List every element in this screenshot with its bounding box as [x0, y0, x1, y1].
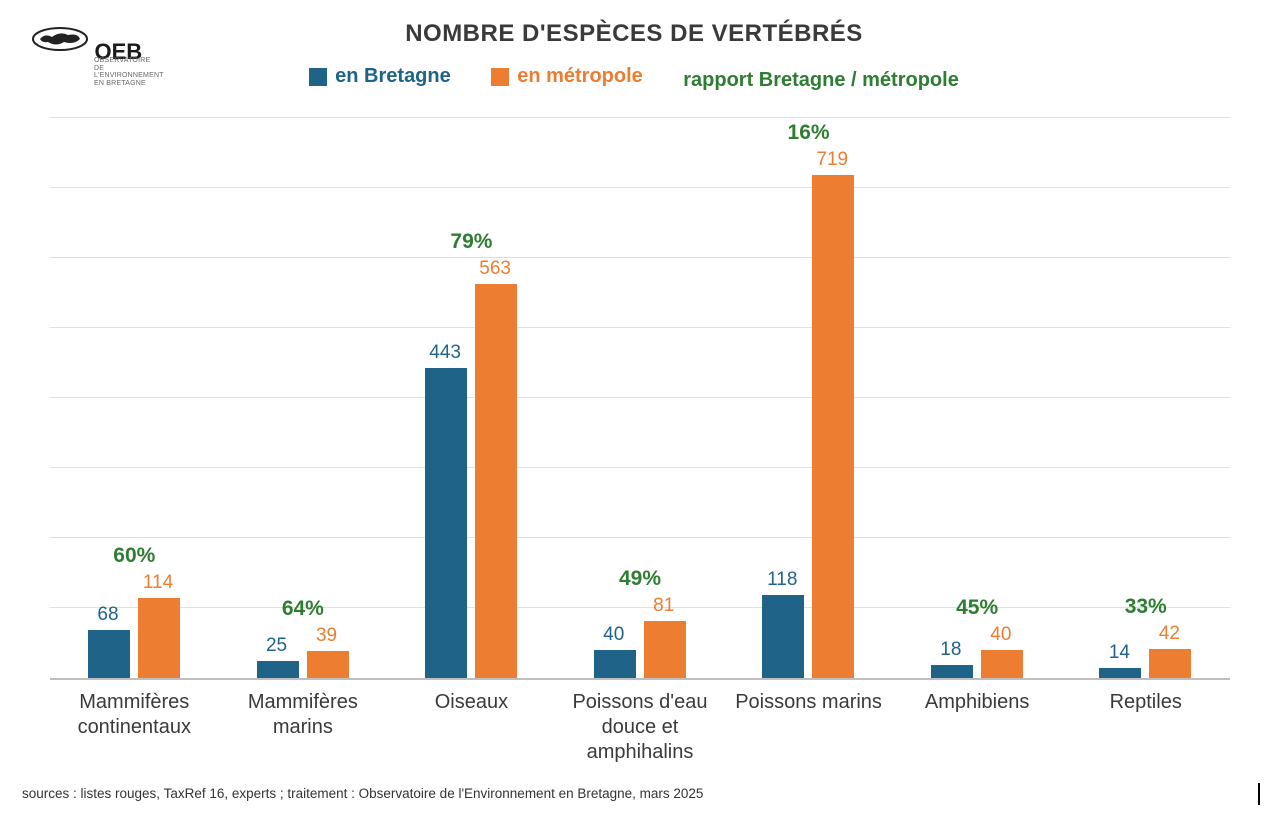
value-label-bretagne: 443	[415, 342, 475, 364]
value-label-metropole: 719	[802, 149, 862, 171]
bar-metropole	[138, 598, 180, 678]
bar-bretagne	[1099, 668, 1141, 678]
legend-item-bretagne: en Bretagne	[309, 65, 451, 88]
bar-group: 1442 33%	[1061, 120, 1230, 678]
bar-bretagne	[762, 595, 804, 678]
legend-label-ratio: rapport Bretagne / métropole	[683, 69, 959, 92]
bar-metropole	[981, 650, 1023, 678]
bar-metropole	[1149, 649, 1191, 678]
chart-title: NOMBRE D'ESPÈCES DE VERTÉBRÉS	[0, 20, 1268, 48]
ratio-label: 60%	[50, 544, 219, 568]
value-label-bretagne: 14	[1089, 642, 1149, 664]
x-axis-label: Poissons d'eau douce et amphihalins	[556, 690, 725, 765]
legend-label-bretagne: en Bretagne	[335, 65, 451, 88]
bar-group: 118 719 16%	[724, 120, 893, 678]
bar-group: 184045%	[893, 120, 1062, 678]
ratio-label: 79%	[387, 230, 556, 254]
logo-subtitle-1: OBSERVATOIRE	[94, 57, 164, 65]
ratio-label: 16%	[724, 121, 893, 145]
legend-label-metropole: en métropole	[517, 65, 643, 88]
value-label-metropole: 81	[634, 595, 694, 617]
bar-group: 443 563 79%	[387, 120, 556, 678]
x-axis-label: Poissons marins	[724, 690, 893, 715]
bar-bretagne	[931, 665, 973, 678]
ratio-label: 64%	[219, 597, 388, 621]
bar-group: 68 114 60%	[50, 120, 219, 678]
value-label-bretagne: 40	[584, 624, 644, 646]
x-axis-label: Mammifères continentaux	[50, 690, 219, 740]
value-label-metropole: 114	[128, 572, 188, 594]
x-axis-label: Oiseaux	[387, 690, 556, 715]
text-cursor	[1258, 783, 1260, 805]
chart-plot-area: 68 114 60%253964% 443 563 79% 40 81 49% 118 719 16%…	[50, 120, 1230, 680]
ratio-label: 45%	[893, 596, 1062, 620]
value-label-metropole: 563	[465, 258, 525, 280]
bar-bretagne	[425, 368, 467, 678]
bar-metropole	[307, 651, 349, 678]
bar-metropole	[812, 175, 854, 678]
value-label-metropole: 40	[971, 624, 1031, 646]
legend-item-metropole: en métropole	[491, 65, 643, 88]
x-axis-label: Mammifères marins	[219, 690, 388, 740]
value-label-metropole: 39	[297, 625, 357, 647]
bar-group: 40 81 49%	[556, 120, 725, 678]
legend: en Bretagne en métropole rapport Bretagn…	[0, 65, 1268, 92]
bar-group: 253964%	[219, 120, 388, 678]
bar-metropole	[475, 284, 517, 678]
ratio-label: 33%	[1061, 595, 1230, 619]
bar-bretagne	[594, 650, 636, 678]
legend-swatch-bretagne	[309, 68, 327, 86]
source-citation: sources : listes rouges, TaxRef 16, expe…	[22, 786, 703, 801]
ratio-label: 49%	[556, 567, 725, 591]
x-axis-label: Amphibiens	[893, 690, 1062, 715]
gridline	[50, 117, 1230, 118]
x-axis-label: Reptiles	[1061, 690, 1230, 715]
bar-metropole	[644, 621, 686, 678]
bar-bretagne	[257, 661, 299, 679]
bar-bretagne	[88, 630, 130, 678]
value-label-bretagne: 118	[752, 569, 812, 591]
legend-swatch-metropole	[491, 68, 509, 86]
value-label-metropole: 42	[1139, 623, 1199, 645]
value-label-bretagne: 68	[78, 604, 138, 626]
legend-item-ratio: rapport Bretagne / métropole	[683, 69, 959, 92]
